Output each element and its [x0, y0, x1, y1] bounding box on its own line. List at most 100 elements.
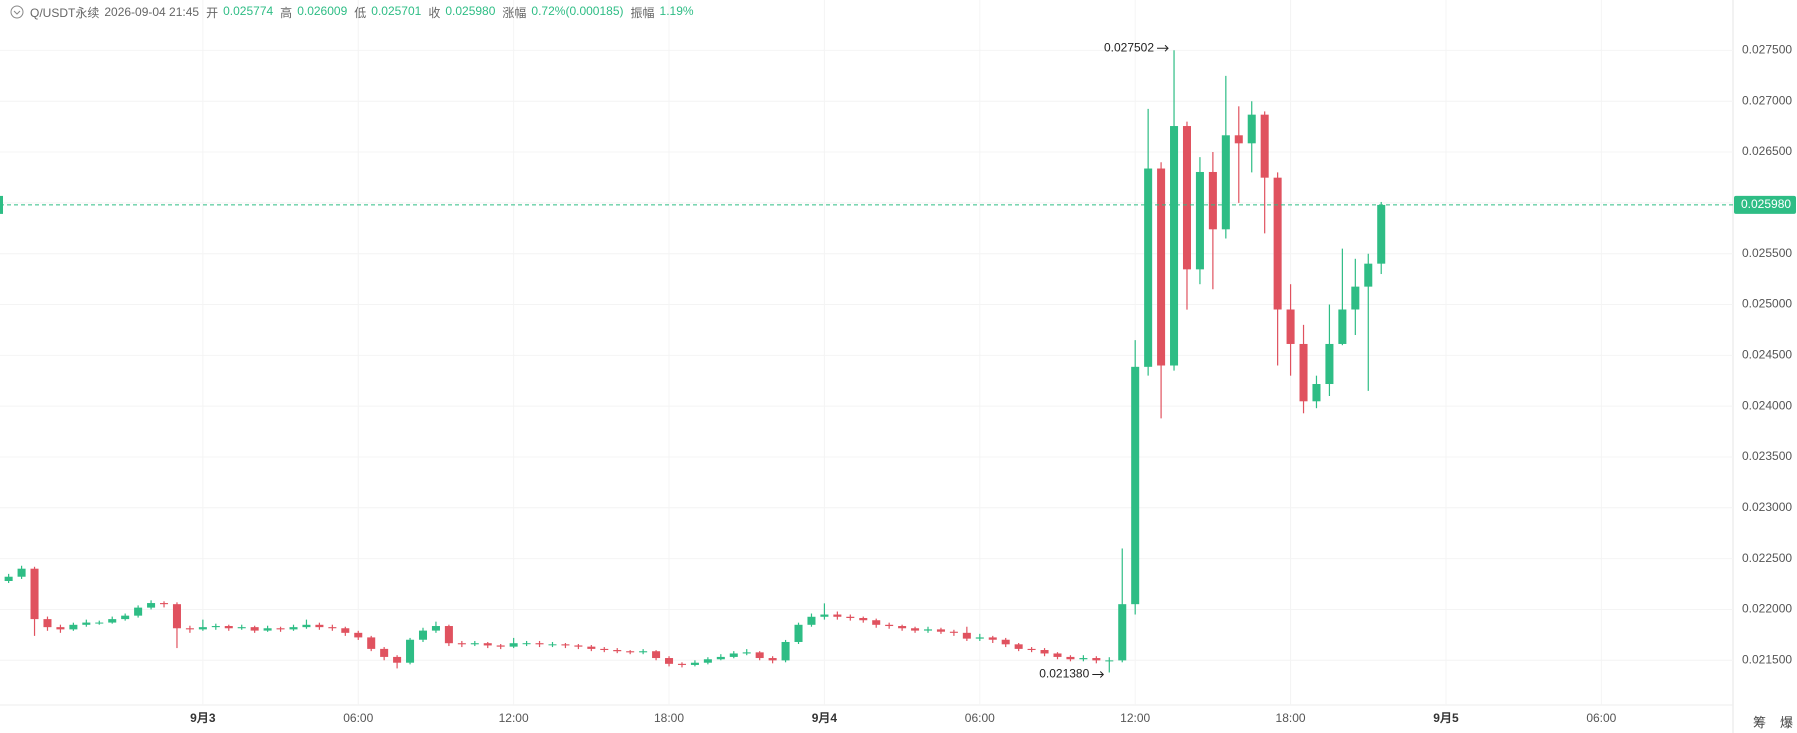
field-label: 低	[354, 5, 367, 20]
candle-body	[911, 628, 920, 631]
candle-body	[276, 628, 285, 630]
candle-body	[56, 627, 65, 630]
candle-body	[211, 626, 220, 628]
candle-body	[1001, 639, 1010, 645]
tool-button[interactable]: 爆	[1779, 715, 1793, 730]
candle-body	[652, 651, 661, 659]
symbol: Q/USDT永续	[30, 5, 100, 20]
candle-body	[677, 663, 686, 665]
candle-body	[936, 629, 945, 632]
candle-body	[1325, 343, 1334, 385]
field-value: 1.19%	[659, 3, 694, 18]
field-value: 0.72%(0.000185)	[531, 3, 624, 18]
candle-body	[561, 644, 570, 646]
candle-body	[457, 643, 466, 645]
candle-body	[4, 576, 13, 581]
candle-body	[1377, 204, 1386, 264]
candle-body	[1247, 114, 1256, 144]
extreme-arrow	[1092, 671, 1104, 678]
candle-body	[250, 627, 259, 631]
candle-body	[406, 639, 415, 663]
field-label: 振幅	[630, 5, 655, 20]
field-label: 开	[206, 5, 219, 20]
candle-body	[1338, 309, 1347, 344]
field-label: 高	[280, 5, 293, 20]
candle-body	[703, 659, 712, 663]
tool-button[interactable]: 筹	[1752, 715, 1766, 730]
candle-body	[418, 630, 428, 640]
candle-body	[367, 637, 376, 649]
candle-body	[1234, 135, 1243, 144]
y-tick-label: 0.025000	[1742, 297, 1792, 311]
candle-body	[859, 617, 868, 621]
candle-body	[1079, 658, 1088, 660]
candle-body	[289, 627, 298, 630]
fields: 开 0.025774 高 0.026009 低 0.025701 收 0.025980 涨幅 0.…	[206, 4, 700, 21]
last-price-marker	[0, 195, 3, 214]
candle-body	[263, 628, 272, 631]
candle-body	[1053, 653, 1062, 657]
candle-body	[1131, 366, 1140, 605]
candle-body	[833, 614, 842, 617]
candle-body	[470, 643, 479, 645]
candle-body	[1014, 644, 1023, 649]
y-tick-label: 0.027500	[1742, 43, 1792, 57]
candle-body	[1157, 168, 1166, 366]
ohlc-header: Q/USDT永续 2026-09-04 21:45 开 0.025774 高 0.02…	[10, 3, 706, 21]
candle-body	[742, 652, 751, 654]
candle-body	[949, 631, 958, 633]
candle-body	[613, 650, 622, 652]
candle-body	[522, 643, 531, 645]
x-tick-label: 12:00	[1120, 711, 1150, 725]
candle-body	[160, 603, 169, 605]
candle-body	[328, 627, 337, 629]
y-tick-label: 0.023500	[1742, 449, 1792, 463]
y-tick-label: 0.027000	[1742, 93, 1792, 107]
candle-body	[185, 628, 194, 630]
y-tick-label: 0.021500	[1742, 652, 1792, 666]
candle-body	[1170, 126, 1179, 366]
candle-body	[1364, 263, 1373, 287]
candle-body	[872, 620, 881, 625]
candle-body	[509, 643, 518, 647]
candle-body	[431, 626, 440, 631]
candle-body	[755, 652, 764, 659]
candle-body	[1260, 114, 1269, 178]
last-price-label: 0.025980	[1741, 197, 1791, 211]
collapse-icon[interactable]	[10, 5, 24, 19]
x-tick-label: 18:00	[654, 711, 684, 725]
y-tick-label: 0.023000	[1742, 500, 1792, 514]
candle-body	[17, 568, 26, 577]
toolbar: 筹爆	[1753, 712, 1797, 731]
candle-body	[483, 643, 492, 646]
candle-body	[1144, 168, 1153, 367]
candle-body	[975, 637, 984, 639]
candle-body	[885, 624, 894, 627]
candle-body	[1312, 384, 1321, 402]
candle-body	[315, 624, 324, 628]
field-label: 收	[428, 5, 441, 20]
candle-body	[794, 624, 803, 642]
candle-body	[30, 568, 39, 620]
y-tick-label: 0.022500	[1742, 551, 1792, 565]
candle-body	[380, 648, 389, 657]
candle-body	[198, 627, 207, 630]
candle-body	[444, 626, 453, 644]
candle-body	[302, 624, 311, 628]
y-tick-label: 0.024000	[1742, 398, 1792, 412]
candle-body	[1351, 286, 1360, 310]
candle-body	[729, 653, 738, 657]
candle-body	[600, 648, 609, 651]
x-tick-label: 12:00	[499, 711, 529, 725]
extreme-label: 0.027502	[1104, 40, 1154, 54]
extreme-label: 0.021380	[1039, 667, 1089, 681]
candle-body	[768, 658, 777, 661]
candle-body	[237, 627, 246, 629]
candle-body	[665, 658, 674, 664]
candle-body	[1221, 135, 1230, 230]
candle-body	[496, 645, 505, 647]
candle-body	[108, 619, 117, 623]
candle-body	[1066, 656, 1075, 660]
field-label: 涨幅	[502, 5, 527, 20]
candle-body	[548, 644, 557, 646]
